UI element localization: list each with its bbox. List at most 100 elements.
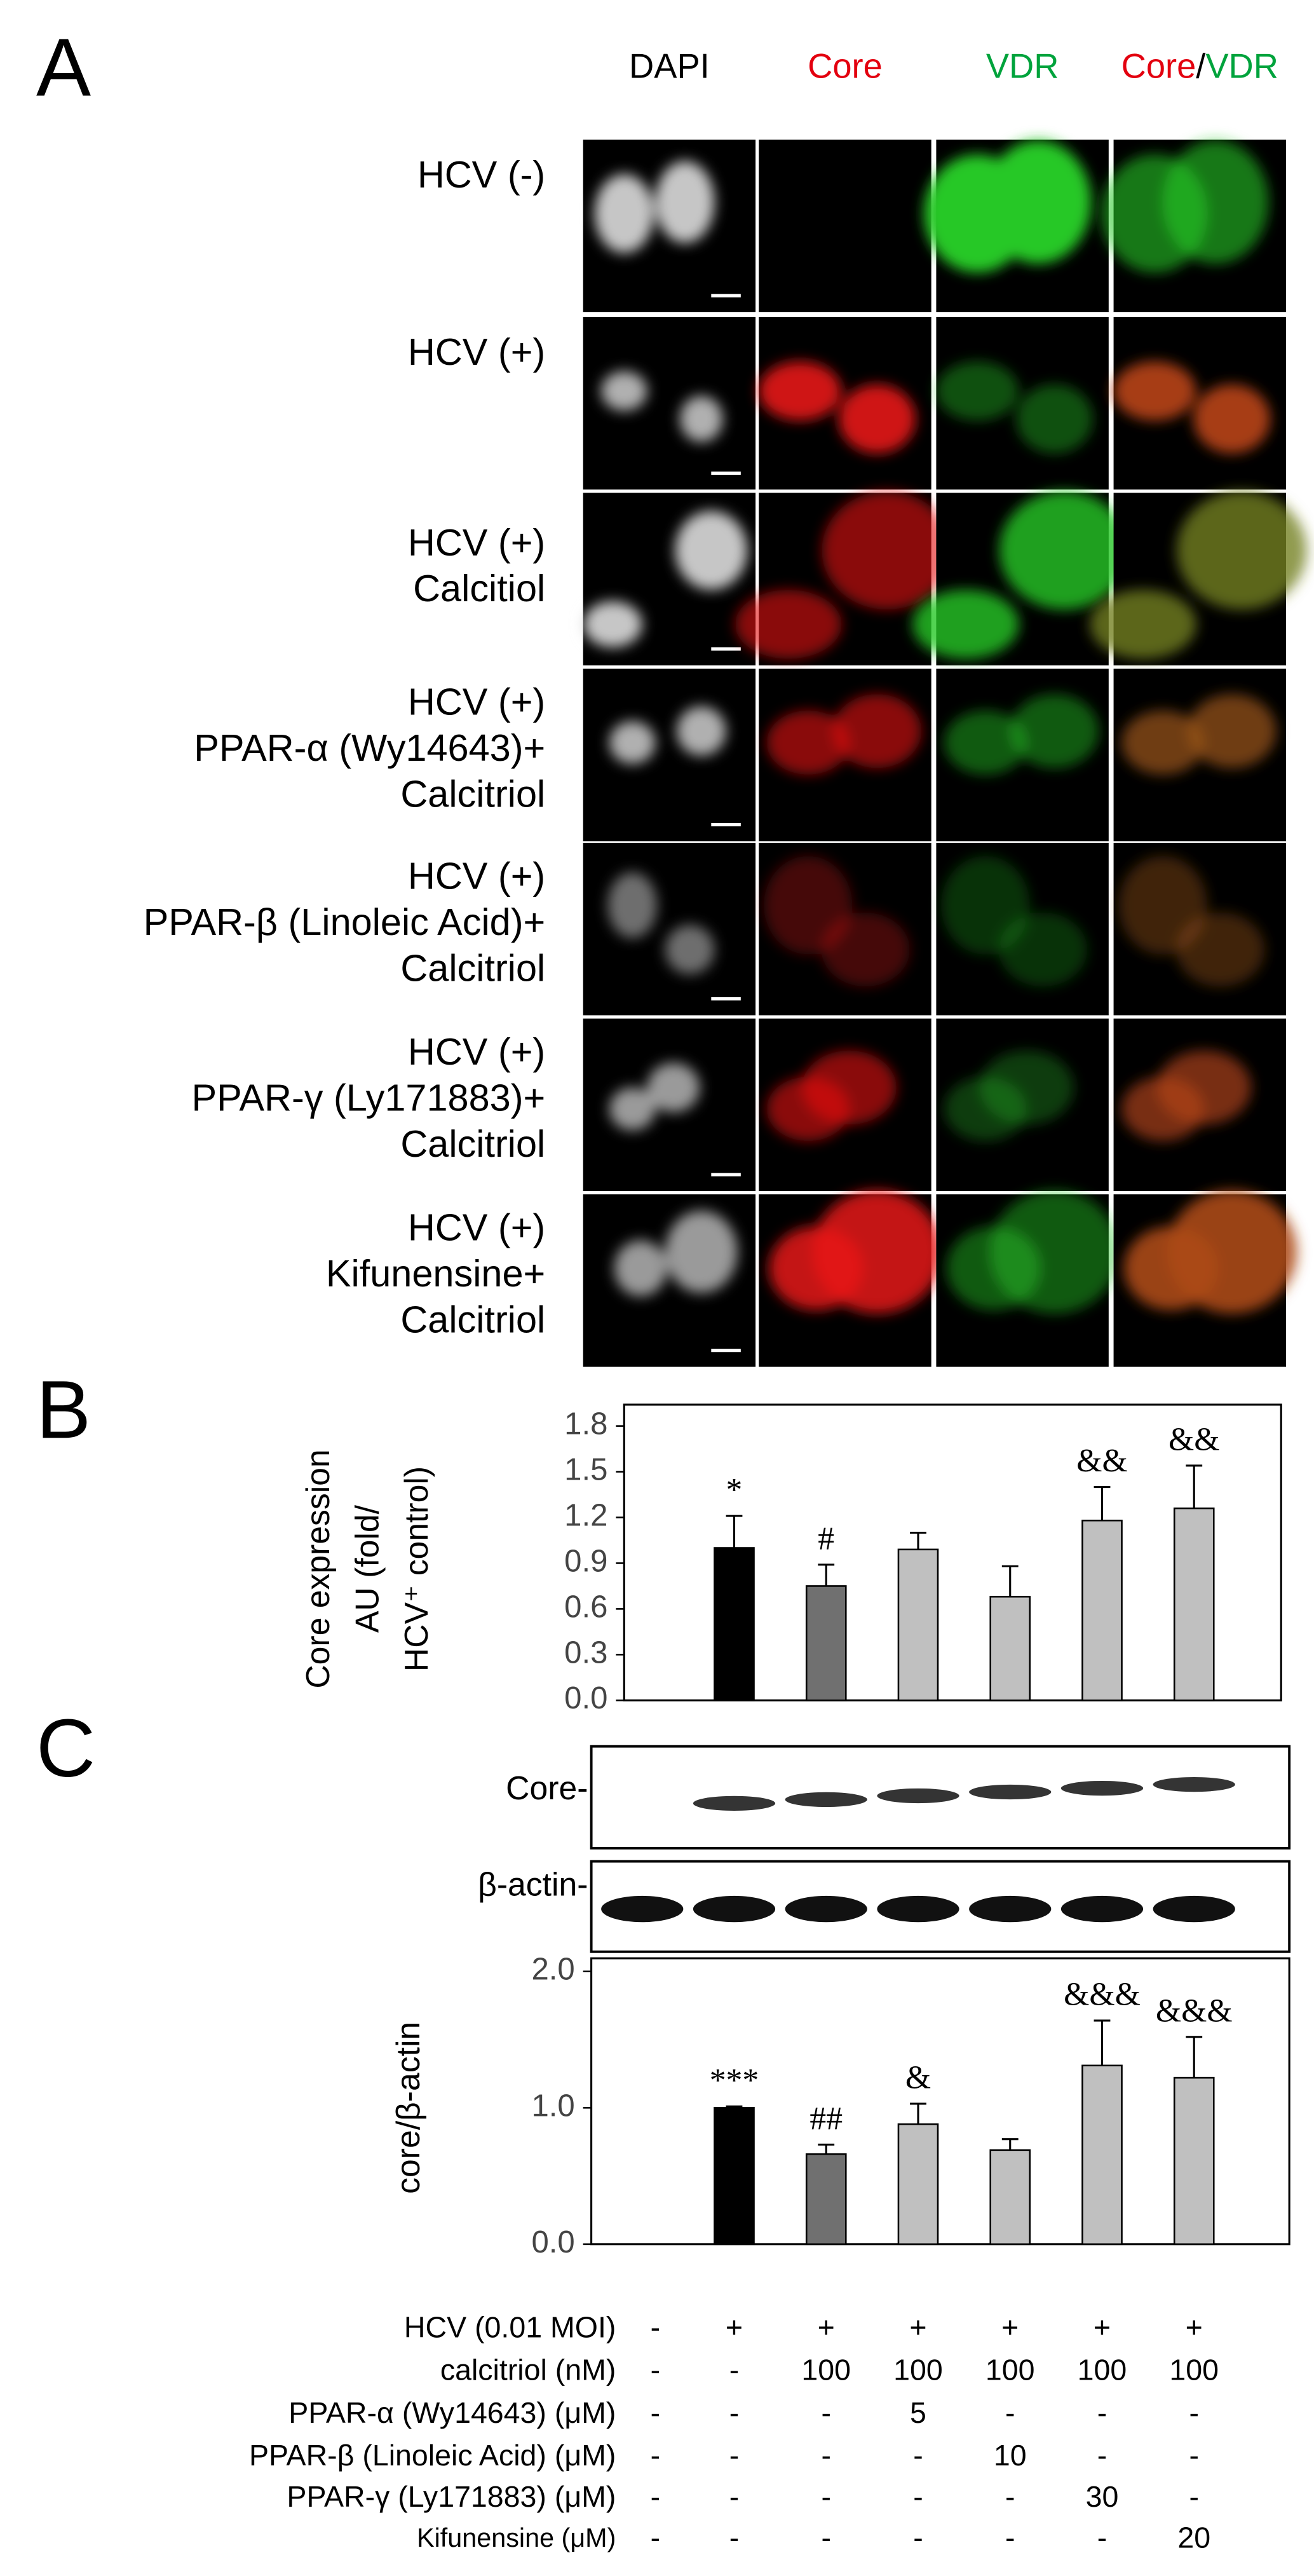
vdr-stain: [1176, 491, 1307, 610]
error-bar: [1094, 2019, 1111, 2066]
row-label: Calcitiol: [413, 567, 545, 610]
significance-label: ***: [710, 2062, 759, 2099]
bar: [1173, 2076, 1215, 2245]
column-header-part: Core: [808, 47, 883, 86]
nucleus: [665, 1211, 738, 1293]
y-tick-label: 0.0: [531, 2225, 574, 2259]
blot-band: [1153, 1777, 1235, 1792]
treatment-value: -: [1189, 2480, 1198, 2513]
nucleus: [583, 601, 642, 648]
core-stain: [735, 589, 842, 659]
core-stain: [801, 1050, 897, 1125]
vdr-stain: [935, 361, 1019, 421]
y-axis-title: Core expression: [299, 1449, 336, 1688]
cell-group: [769, 1190, 942, 1314]
cell-group: [1121, 694, 1277, 775]
cell-group: [946, 1190, 1120, 1314]
treatment-value: -: [913, 2480, 923, 2513]
y-tick-label: 2.0: [531, 1952, 574, 1987]
treatment-value: -: [1097, 2396, 1107, 2429]
y-tick-label: 1.8: [564, 1407, 607, 1441]
cell-group: [609, 706, 726, 764]
blot-label: Core-: [506, 1769, 588, 1806]
bar: [897, 1548, 939, 1701]
core-stain: [758, 361, 842, 421]
blot-band: [877, 1788, 959, 1804]
blot-band: [1060, 1780, 1144, 1796]
y-tick-label: 1.5: [564, 1453, 607, 1487]
treatment-label: calcitriol (nM): [440, 2354, 616, 2387]
cell-group: [1118, 855, 1265, 987]
treatment-value: -: [913, 2439, 923, 2472]
nucleus: [607, 872, 657, 938]
nucleus: [655, 161, 715, 243]
cell-group: [1123, 1190, 1297, 1314]
error-bar: [818, 2143, 835, 2155]
y-axis-title: HCV⁺ control): [398, 1466, 435, 1672]
nucleus: [647, 1063, 700, 1112]
treatment-value: -: [729, 2521, 740, 2554]
cell-group: [609, 1063, 700, 1131]
plot-frame: [623, 1403, 1282, 1701]
bar: [714, 1547, 755, 1701]
error-bar: [1186, 1464, 1203, 1509]
vdr-stain: [1175, 912, 1265, 987]
vdr-stain: [984, 140, 1092, 264]
cell-group: [583, 510, 748, 648]
treatment-label: PPAR-α (Wy14643) (μM): [288, 2396, 616, 2429]
bar: [714, 2107, 755, 2245]
cell-group: [601, 371, 723, 442]
treatment-value: 100: [986, 2354, 1035, 2387]
blot-band: [693, 1895, 776, 1923]
treatment-value: -: [821, 2480, 831, 2513]
vdr-stain: [1090, 589, 1196, 659]
error-bar: [910, 1531, 926, 1550]
cell-group: [758, 361, 916, 454]
core-stain: [832, 694, 922, 768]
vdr-stain: [1113, 361, 1196, 421]
cell-group: [766, 694, 922, 775]
treatment-label: PPAR-γ (Ly171883) (μM): [287, 2480, 616, 2513]
y-tick-label: 1.2: [564, 1498, 607, 1532]
row-label: Calcitriol: [400, 772, 545, 815]
significance-label: &: [905, 2060, 931, 2096]
cell-group: [1090, 491, 1307, 659]
column-header: Core/VDR: [1121, 47, 1278, 86]
vdr-stain: [1156, 1050, 1252, 1125]
treatment-value: 100: [893, 2354, 943, 2387]
error-bar: [1094, 1485, 1111, 1521]
treatment-value: -: [651, 2396, 661, 2429]
treatment-value: -: [729, 2480, 740, 2513]
treatment-value: +: [909, 2311, 926, 2344]
cell-group: [764, 855, 911, 987]
cell-group: [944, 694, 1099, 775]
vdr-stain: [1016, 384, 1094, 454]
significance-label: ##: [809, 2101, 843, 2137]
row-label: Calcitriol: [400, 1122, 545, 1165]
y-tick-label: 1.0: [531, 2089, 574, 2123]
cell-group: [924, 140, 1092, 273]
error-bar: [726, 1515, 743, 1548]
cell-group: [1113, 361, 1271, 454]
error-bar: [1186, 2036, 1203, 2078]
micrograph: [759, 139, 931, 313]
panel-label: C: [36, 1703, 95, 1794]
treatment-value: -: [651, 2439, 661, 2472]
treatment-value: +: [1001, 2311, 1019, 2344]
core-stain: [812, 1190, 942, 1314]
row-label: Kifunensine+: [326, 1252, 545, 1295]
error-bar: [910, 2102, 926, 2125]
vdr-stain: [998, 912, 1088, 987]
bar: [989, 2149, 1031, 2245]
nucleus: [677, 706, 726, 756]
cell-group: [941, 855, 1088, 987]
nucleus: [675, 510, 748, 590]
core-stain: [822, 491, 952, 610]
cell-group: [935, 361, 1094, 454]
column-header: VDR: [986, 47, 1059, 86]
bar: [1081, 1520, 1123, 1701]
vdr-stain: [1187, 694, 1277, 768]
treatment-value: 10: [994, 2439, 1027, 2472]
vdr-stain: [944, 710, 1027, 775]
